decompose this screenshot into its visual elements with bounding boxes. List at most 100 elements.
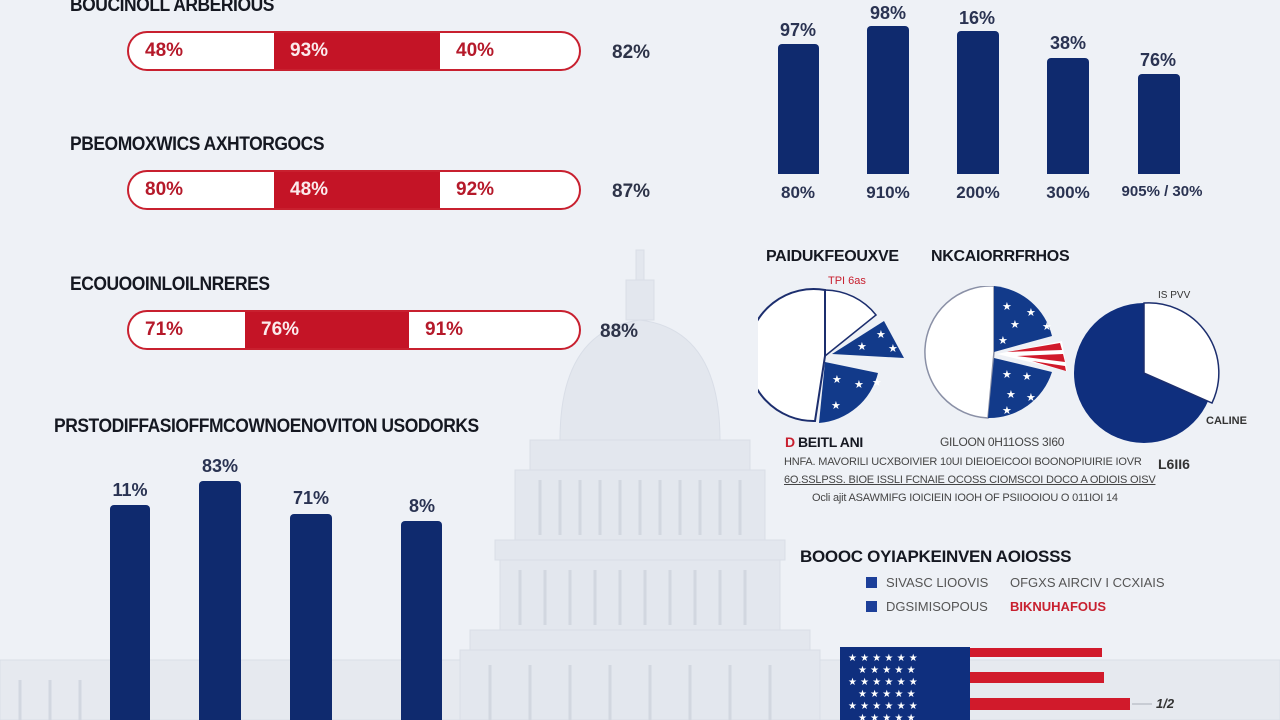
bar-value-label: 97% (779, 20, 817, 40)
us-flag-canton: ★ ★ ★ ★ ★ ★ ★ ★ ★ ★ ★ ★ ★ ★ ★ ★ ★ ★ ★ ★ … (840, 647, 970, 720)
bar-value-label: 98% (869, 3, 907, 23)
bar (290, 514, 332, 720)
legend-title: BOOOC OYIAPKEINVEN AOIOSSS (800, 547, 1072, 566)
caption-marker: D (785, 434, 795, 450)
stacked-progress-bar: 80% 48% 92% (127, 170, 581, 210)
body-text-line: 6O.SSLPSS. BIOE ISSLI FCNAIE OCOSS CIOMS… (784, 474, 1156, 486)
bar (110, 505, 150, 720)
bar (1047, 58, 1089, 174)
flag-stripe-bar (970, 698, 1130, 710)
pie-chart-3 (1074, 302, 1220, 443)
bar-total: 88% (600, 321, 639, 342)
legend-swatch (866, 601, 877, 612)
pie-title: NKCAIORRFRHOS (931, 248, 1070, 265)
legend-swatch (866, 577, 877, 588)
x-axis-label: 80% (780, 183, 816, 202)
pie-charts-section: PAIDUKFEOUXVE NKCAIORRFRHOS TPI 6as ★ ★ ★ … (750, 240, 1250, 520)
section-title: PBEOMOXWICS AXHTORGOCS (70, 134, 325, 155)
body-text-line: Ocli ajit ASAWMIFG IOICIEIN IOOH OF PSII… (812, 492, 1118, 504)
section-title: BOUCINOLL ARBERIOUS (70, 0, 274, 16)
bar (1138, 74, 1180, 174)
svg-text:★ ★ ★ ★ ★ ★: ★ ★ ★ ★ ★ ★ (848, 653, 918, 664)
svg-text:★: ★ (1002, 300, 1012, 313)
x-axis-label: 200% (956, 183, 1000, 202)
caption: GILOON 0H11OSS 3I60 (940, 435, 1065, 449)
bar (778, 44, 819, 174)
svg-text:★: ★ (1026, 306, 1036, 319)
top-right-column-chart: 97% 80% 98% 910% 16% 200% 38% 300% 76% 9… (760, 0, 1220, 230)
side-note: L6II6 (1158, 456, 1190, 472)
bar-total: 82% (612, 42, 651, 63)
stacked-progress-bar: 71% 76% 91% (127, 310, 581, 350)
chart-title: PRSTODIFFASIOFFMCOWNOENOVITON USODORKS (54, 416, 479, 437)
caption: BEITL ANI (798, 434, 863, 450)
pie-label: CALINE (1206, 415, 1247, 427)
x-axis-label: 905% / 30% (1121, 183, 1203, 200)
bar-value-label: 8% (408, 496, 435, 516)
svg-text:★: ★ (888, 342, 898, 355)
annotation-line (1132, 703, 1152, 705)
flag-bar-chart: ★ ★ ★ ★ ★ ★ ★ ★ ★ ★ ★ ★ ★ ★ ★ ★ ★ ★ ★ ★ … (820, 630, 1220, 720)
svg-text:★ ★ ★ ★ ★: ★ ★ ★ ★ ★ (858, 689, 916, 700)
progress-section-1: BOUCINOLL ARBERIOUS 48% 93% 40% 82% (0, 0, 700, 100)
x-axis-label: 300% (1046, 183, 1090, 202)
bar-segment: 93% (274, 33, 440, 69)
bar (199, 481, 241, 720)
bar-value-label: 76% (1139, 50, 1177, 70)
svg-text:★: ★ (831, 399, 841, 412)
bar-segment: 48% (274, 172, 440, 208)
x-axis-label: 910% (866, 183, 910, 202)
bar-segment: 91% (425, 319, 464, 340)
svg-text:★: ★ (998, 334, 1008, 347)
svg-text:★: ★ (1002, 368, 1012, 381)
legend-item-label: SIVASC LIOOVIS (886, 575, 989, 590)
bar-total: 87% (612, 181, 651, 202)
bar (401, 521, 442, 720)
svg-text:★: ★ (1042, 320, 1052, 333)
svg-text:★: ★ (1006, 388, 1016, 401)
bar-value-label: 38% (1049, 33, 1087, 53)
body-text-line: HNFA. MAVORILI UCXBOIVIER 10UI DIEIOEICO… (784, 456, 1142, 468)
bar (957, 31, 999, 174)
svg-text:★: ★ (876, 328, 886, 341)
svg-text:★ ★ ★ ★ ★: ★ ★ ★ ★ ★ (858, 665, 916, 676)
svg-text:★ ★ ★ ★ ★ ★: ★ ★ ★ ★ ★ ★ (848, 677, 918, 688)
legend-section: BOOOC OYIAPKEINVEN AOIOSSS SIVASC LIOOVI… (790, 540, 1190, 630)
progress-section-3: ECOUOOINLOILNRERES 71% 76% 91% 88% (0, 260, 700, 370)
pie-title: PAIDUKFEOUXVE (766, 248, 899, 265)
svg-text:★: ★ (1002, 404, 1012, 417)
section-title: ECOUOOINLOILNRERES (70, 274, 270, 295)
legend-item-label: DGSIMISOPOUS (886, 599, 988, 614)
bar-segment: 80% (145, 179, 184, 200)
svg-text:★: ★ (832, 373, 842, 386)
svg-text:★ ★ ★ ★ ★ ★: ★ ★ ★ ★ ★ ★ (848, 701, 918, 712)
svg-text:★: ★ (1022, 370, 1032, 383)
bottom-left-column-chart: PRSTODIFFASIOFFMCOWNOENOVITON USODORKS 1… (0, 400, 520, 720)
annotation-label: 1/2 (1156, 696, 1175, 711)
bar-segment: 48% (145, 40, 184, 61)
svg-text:★: ★ (1026, 391, 1036, 404)
legend-item-right: OFGXS AIRCIV I CCXIAIS (1010, 575, 1165, 590)
flag-stripe-bar (970, 672, 1104, 683)
svg-text:★: ★ (872, 376, 882, 389)
bar-value-label: 83% (201, 456, 239, 476)
bar-segment: 71% (145, 319, 184, 340)
stacked-progress-bar: 48% 93% 40% (127, 31, 581, 71)
bar-segment: 92% (456, 179, 495, 200)
legend-item-right: BIKNUHAFOUS (1010, 599, 1107, 614)
bar-value-label: 16% (958, 8, 996, 28)
bar (867, 26, 909, 174)
pie-chart-2: ★ ★★ ★★ ★ ★★ ★★ (924, 286, 1067, 419)
svg-text:★ ★ ★ ★ ★: ★ ★ ★ ★ ★ (858, 713, 916, 720)
bar-segment: 76% (245, 312, 409, 348)
svg-text:★: ★ (854, 378, 864, 391)
bar-segment: 40% (456, 40, 495, 61)
progress-section-2: PBEOMOXWICS AXHTORGOCS 80% 48% 92% 87% (0, 120, 700, 230)
svg-text:★: ★ (1010, 318, 1020, 331)
bar-value-label: 11% (112, 480, 148, 500)
pie-label: TPI 6as (828, 275, 866, 287)
flag-stripe-bar (970, 648, 1102, 657)
pie-chart-1: ★★ ★ ★ ★ ★★ (758, 288, 904, 423)
bar-value-label: 71% (292, 488, 330, 508)
svg-text:★: ★ (857, 340, 867, 353)
